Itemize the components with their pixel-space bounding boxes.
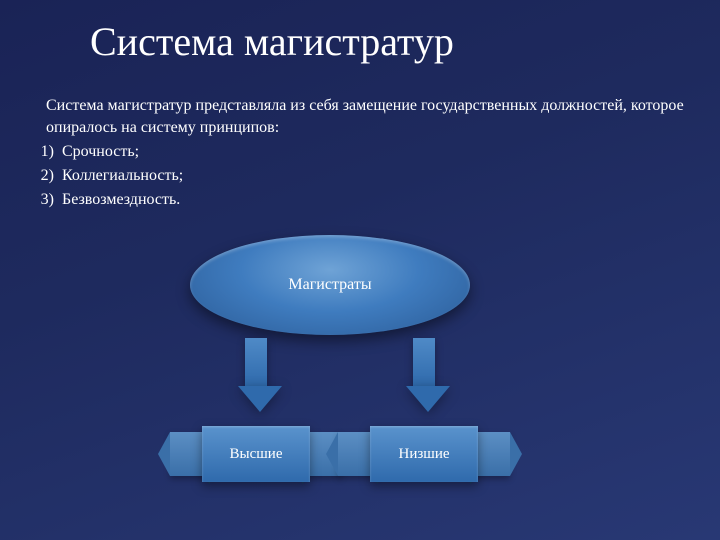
list-text: Безвозмездность. bbox=[62, 188, 180, 212]
principles-list: 1) Срочность; 2) Коллегиальность; 3) Без… bbox=[26, 140, 183, 212]
intro-paragraph: Система магистратур представляла из себя… bbox=[46, 95, 686, 138]
list-item: 3) Безвозмездность. bbox=[26, 188, 183, 212]
slide-title: Система магистратур bbox=[90, 18, 454, 65]
list-number: 2) bbox=[26, 164, 62, 188]
arrow-down-icon bbox=[238, 338, 274, 412]
list-number: 3) bbox=[26, 188, 62, 212]
root-label: Магистраты bbox=[288, 276, 371, 294]
banner-center: Низшие bbox=[370, 426, 478, 482]
list-item: 1) Срочность; bbox=[26, 140, 183, 164]
arrow-down-icon bbox=[406, 338, 442, 412]
diagram-root-node: Магистраты bbox=[190, 235, 470, 335]
child-label: Высшие bbox=[230, 446, 283, 463]
list-text: Срочность; bbox=[62, 140, 139, 164]
list-number: 1) bbox=[26, 140, 62, 164]
diagram-child-node: Низшие bbox=[344, 426, 504, 490]
diagram-child-node: Высшие bbox=[176, 426, 336, 490]
list-item: 2) Коллегиальность; bbox=[26, 164, 183, 188]
child-label: Низшие bbox=[398, 446, 449, 463]
list-text: Коллегиальность; bbox=[62, 164, 183, 188]
banner-center: Высшие bbox=[202, 426, 310, 482]
